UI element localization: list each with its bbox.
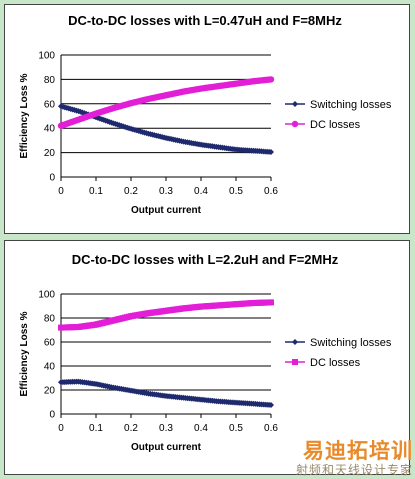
chart-panel-1: DC-to-DC losses with L=0.47uH and F=8MHz… — [4, 4, 410, 234]
series-dc-losses — [58, 299, 274, 331]
series-dc-losses — [57, 76, 275, 129]
data-point — [268, 402, 274, 408]
y-tick-label: 60 — [44, 338, 56, 349]
data-point — [268, 299, 274, 306]
y-tick-label: 40 — [44, 124, 56, 135]
x-tick-label: 0.6 — [264, 186, 278, 197]
efficiency-loss-chart-2: DC-to-DC losses with L=2.2uH and F=2MHz 0… — [19, 252, 392, 453]
data-point — [267, 76, 275, 83]
legend-label: Switching losses — [310, 99, 392, 111]
watermark-sub-text: 射频和天线设计专家 — [295, 463, 413, 477]
x-tick-label: 0.3 — [159, 186, 173, 197]
x-tick-label: 0.4 — [194, 186, 208, 197]
y-tick-label: 20 — [44, 148, 56, 159]
x-tick-label: 0 — [58, 186, 64, 197]
series-switching-losses — [58, 378, 274, 408]
x-tick-label: 0.5 — [229, 186, 243, 197]
legend-label: Switching losses — [310, 337, 392, 349]
series-line — [60, 78, 272, 127]
y-axis-label: Efficiency Loss % — [19, 73, 30, 158]
y-tick-label: 80 — [44, 314, 56, 325]
watermark-logo: 易迪拓培训 射频和天线设计专家 — [296, 439, 413, 477]
legend-swatch-marker — [292, 101, 298, 107]
y-tick-label: 100 — [38, 51, 55, 62]
x-axis-label: Output current — [131, 205, 202, 216]
legend-label: DC losses — [310, 119, 361, 131]
y-axis-label: Efficiency Loss % — [19, 311, 30, 396]
x-tick-label: 0.1 — [89, 423, 103, 434]
y-tick-label: 60 — [44, 99, 56, 110]
x-tick-label: 0.4 — [194, 423, 208, 434]
x-tick-label: 0 — [58, 423, 64, 434]
legend-swatch-marker — [292, 339, 298, 345]
legend-label: DC losses — [310, 357, 361, 369]
y-tick-label: 100 — [38, 290, 55, 301]
efficiency-loss-chart-1: DC-to-DC losses with L=0.47uH and F=8MHz… — [19, 13, 392, 216]
y-tick-label: 40 — [44, 362, 56, 373]
legend-swatch-marker — [291, 120, 299, 128]
y-tick-label: 0 — [49, 410, 55, 421]
y-tick-label: 20 — [44, 386, 56, 397]
chart-title: DC-to-DC losses with L=2.2uH and F=2MHz — [72, 252, 339, 267]
y-tick-label: 80 — [44, 75, 56, 86]
chart-title: DC-to-DC losses with L=0.47uH and F=8MHz — [68, 13, 342, 28]
chart-panel-2: DC-to-DC losses with L=2.2uH and F=2MHz 0… — [4, 240, 410, 475]
x-tick-label: 0.3 — [159, 423, 173, 434]
watermark-main-text: 易迪拓培训 — [303, 439, 413, 463]
x-tick-label: 0.1 — [89, 186, 103, 197]
x-tick-label: 0.2 — [124, 186, 138, 197]
y-tick-label: 0 — [49, 173, 55, 184]
x-tick-label: 0.6 — [264, 423, 278, 434]
series-switching-losses — [58, 103, 274, 155]
legend-swatch-marker — [292, 359, 298, 365]
x-axis-label: Output current — [131, 442, 202, 453]
x-tick-label: 0.2 — [124, 423, 138, 434]
x-tick-label: 0.5 — [229, 423, 243, 434]
data-point — [268, 148, 274, 155]
